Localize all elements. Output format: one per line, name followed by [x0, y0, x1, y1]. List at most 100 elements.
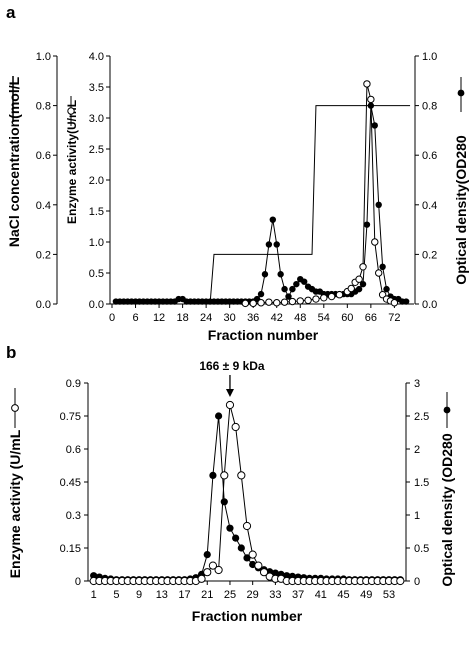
enzyme-data-point	[327, 292, 336, 301]
od-tick-label: 0.2	[422, 249, 437, 261]
od-axis-title-b: Optical density (OD280	[439, 433, 455, 586]
series-line-od	[115, 105, 407, 303]
od-tick-label-b: 2.5	[414, 411, 429, 423]
x-tick-label: 0	[109, 312, 115, 324]
enzyme-tick-label: 1.5	[89, 206, 104, 218]
enzyme-tick-label: 4.0	[89, 51, 104, 63]
od-data-point	[371, 122, 378, 129]
od-tick-label-b: 2	[414, 444, 420, 456]
x-tick-label-b: 25	[224, 589, 236, 601]
nacl-tick-label: 0.8	[36, 101, 51, 113]
x-tick-label-b: 5	[113, 589, 119, 601]
x-tick-label-b: 21	[201, 589, 213, 601]
enzyme-data-point	[347, 284, 355, 293]
enzyme-data-point-b	[225, 400, 235, 410]
od-tick-label: 1.0	[422, 51, 437, 63]
x-tick-label-b: 41	[315, 589, 327, 601]
x-tick-label-b: 45	[337, 589, 349, 601]
x-tick-label: 54	[318, 312, 330, 324]
x-tick-label: 66	[365, 312, 377, 324]
x-tick-label: 36	[247, 312, 259, 324]
od-data-point	[402, 298, 410, 305]
od-legend-marker-b	[443, 406, 451, 414]
nacl-tick-label: 0.2	[36, 249, 51, 261]
x-tick-label-b: 53	[383, 589, 395, 601]
od-data-point	[289, 285, 296, 293]
od-data-point	[257, 290, 265, 298]
enzyme-data-point-b	[248, 550, 257, 559]
enzyme-tick-label-b: 0.75	[60, 411, 81, 423]
x-tick-label-b: 17	[178, 589, 190, 601]
od-data-point	[265, 241, 273, 248]
od-data-point	[293, 280, 300, 288]
nacl-tick-label: 0.4	[36, 200, 51, 212]
enzyme-tick-label: 3.0	[89, 113, 104, 125]
x-axis-title: Fraction number	[208, 327, 319, 343]
enzyme-tick-label: 2.0	[89, 175, 104, 187]
enzyme-data-point-b	[254, 561, 263, 570]
od-data-point	[281, 285, 288, 293]
enzyme-data-point-b	[203, 568, 212, 577]
od-data-point-b	[232, 534, 240, 542]
od-data-point	[285, 293, 292, 300]
enzyme-data-point-b	[197, 574, 206, 583]
enzyme-data-point-b	[214, 565, 223, 575]
od-data-point-b	[215, 412, 223, 420]
nacl-tick-label: 0.0	[36, 299, 51, 311]
enzyme-data-point-b	[220, 471, 229, 480]
enzyme-tick-label-b: 0.6	[66, 444, 81, 456]
od-data-point-b	[243, 554, 251, 562]
od-tick-label-b: 0	[414, 576, 420, 588]
od-data-point	[273, 241, 280, 248]
nacl-tick-label: 1.0	[36, 51, 51, 63]
enzyme-data-point-b	[396, 576, 405, 586]
enzyme-data-point	[265, 298, 273, 306]
x-tick-label-b: 1	[91, 589, 97, 601]
od-tick-label: 0.6	[422, 150, 437, 162]
enzyme-legend-marker-b	[11, 404, 19, 412]
x-tick-label: 60	[341, 312, 353, 324]
od-data-point-b	[203, 551, 211, 559]
mass-annotation: 166 ± 9 kDa	[199, 359, 265, 373]
series-line-nacl	[112, 105, 411, 305]
od-tick-label-b: 1	[414, 510, 420, 522]
enzyme-tick-label-b: 0.3	[66, 510, 81, 522]
enzyme-data-point	[367, 95, 375, 104]
enzyme-tick-label: 2.5	[89, 144, 104, 156]
enzyme-data-point	[304, 296, 312, 304]
od-data-point	[383, 285, 390, 293]
x-tick-label: 72	[388, 312, 400, 324]
x-tick-label: 24	[200, 312, 212, 324]
enzyme-tick-label-b: 0.15	[60, 543, 81, 555]
x-tick-label: 18	[176, 312, 188, 324]
od-tick-label: 0.0	[422, 299, 437, 311]
x-tick-label-b: 29	[247, 589, 259, 601]
enzyme-data-point	[359, 263, 367, 271]
nacl-tick-label: 0.6	[36, 150, 51, 162]
series-line-enzyme	[245, 83, 395, 304]
od-data-point-b	[226, 524, 234, 532]
enzyme-data-point	[249, 299, 257, 308]
od-tick-label-b: 0.5	[414, 543, 429, 555]
enzyme-data-point-b	[242, 521, 252, 531]
enzyme-axis-title-b: Enzyme activity (U/mL	[7, 429, 23, 578]
panel-letter-a: a	[6, 3, 16, 22]
enzyme-data-point-b	[231, 422, 240, 432]
enzyme-data-point	[288, 297, 297, 306]
od-data-point	[359, 280, 367, 288]
enzyme-data-point	[355, 275, 363, 283]
enzyme-tick-label: 0.0	[89, 299, 104, 311]
enzyme-data-point	[312, 295, 320, 303]
enzyme-data-point	[257, 299, 265, 307]
od-data-point	[261, 271, 269, 278]
enzyme-tick-label: 0.5	[89, 268, 104, 280]
od-data-point-b	[271, 569, 279, 577]
enzyme-data-point	[371, 238, 379, 246]
x-tick-label: 30	[224, 312, 236, 324]
enzyme-data-point-b	[237, 471, 246, 480]
enzyme-tick-label-b: 0.45	[60, 477, 81, 489]
panel-letter-b: b	[6, 343, 16, 362]
enzyme-tick-label-b: 0.9	[66, 378, 81, 390]
od-data-point	[355, 285, 363, 293]
